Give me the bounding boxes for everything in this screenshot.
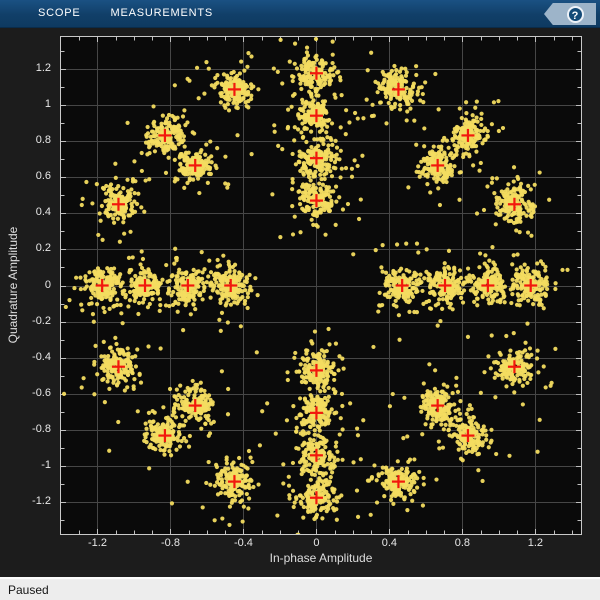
tab-scope[interactable]: SCOPE <box>38 7 81 19</box>
x-tick-label: 1.2 <box>527 537 544 549</box>
question-icon: ? <box>566 5 584 23</box>
x-tick-label: 0.4 <box>381 537 398 549</box>
x-tick-label: 0.8 <box>454 537 471 549</box>
y-tick-label: -1 <box>41 459 51 472</box>
x-tick-label: 0 <box>313 537 320 549</box>
constellation-canvas[interactable] <box>61 37 581 534</box>
x-axis-label: In-phase Amplitude <box>269 551 373 565</box>
status-bar: Paused <box>0 577 600 600</box>
y-tick-label: -0.4 <box>32 350 51 363</box>
y-tick-label: -0.6 <box>32 386 51 399</box>
y-tick-label: -1.2 <box>32 495 51 508</box>
x-tick-label: -0.4 <box>233 537 253 549</box>
plot-axes <box>60 36 582 535</box>
y-tick-label: -0.8 <box>32 423 51 436</box>
x-tick-label: -0.8 <box>160 537 180 549</box>
x-tick-label: -1.2 <box>88 537 107 549</box>
y-tick-label: -0.2 <box>32 314 51 327</box>
toolbar: SCOPE MEASUREMENTS ? <box>0 0 600 28</box>
help-button[interactable]: ? <box>544 3 596 25</box>
y-tick-label: 0.6 <box>35 170 51 183</box>
y-tick-label: 1 <box>44 97 51 110</box>
y-tick-label: 1.2 <box>35 61 51 74</box>
tab-measurements[interactable]: MEASUREMENTS <box>110 7 214 19</box>
y-tick-label: 0 <box>44 278 51 291</box>
status-text: Paused <box>8 582 49 597</box>
y-tick-label: 0.4 <box>35 206 51 219</box>
figure-area: -1.2 -0.8 -0.4 0 0.4 0.8 1.2 -1.2 -1 -0.8 -0.6 -0.4… <box>0 28 600 577</box>
y-tick-label: 0.8 <box>35 133 51 146</box>
y-tick-label: 0.2 <box>35 242 51 255</box>
